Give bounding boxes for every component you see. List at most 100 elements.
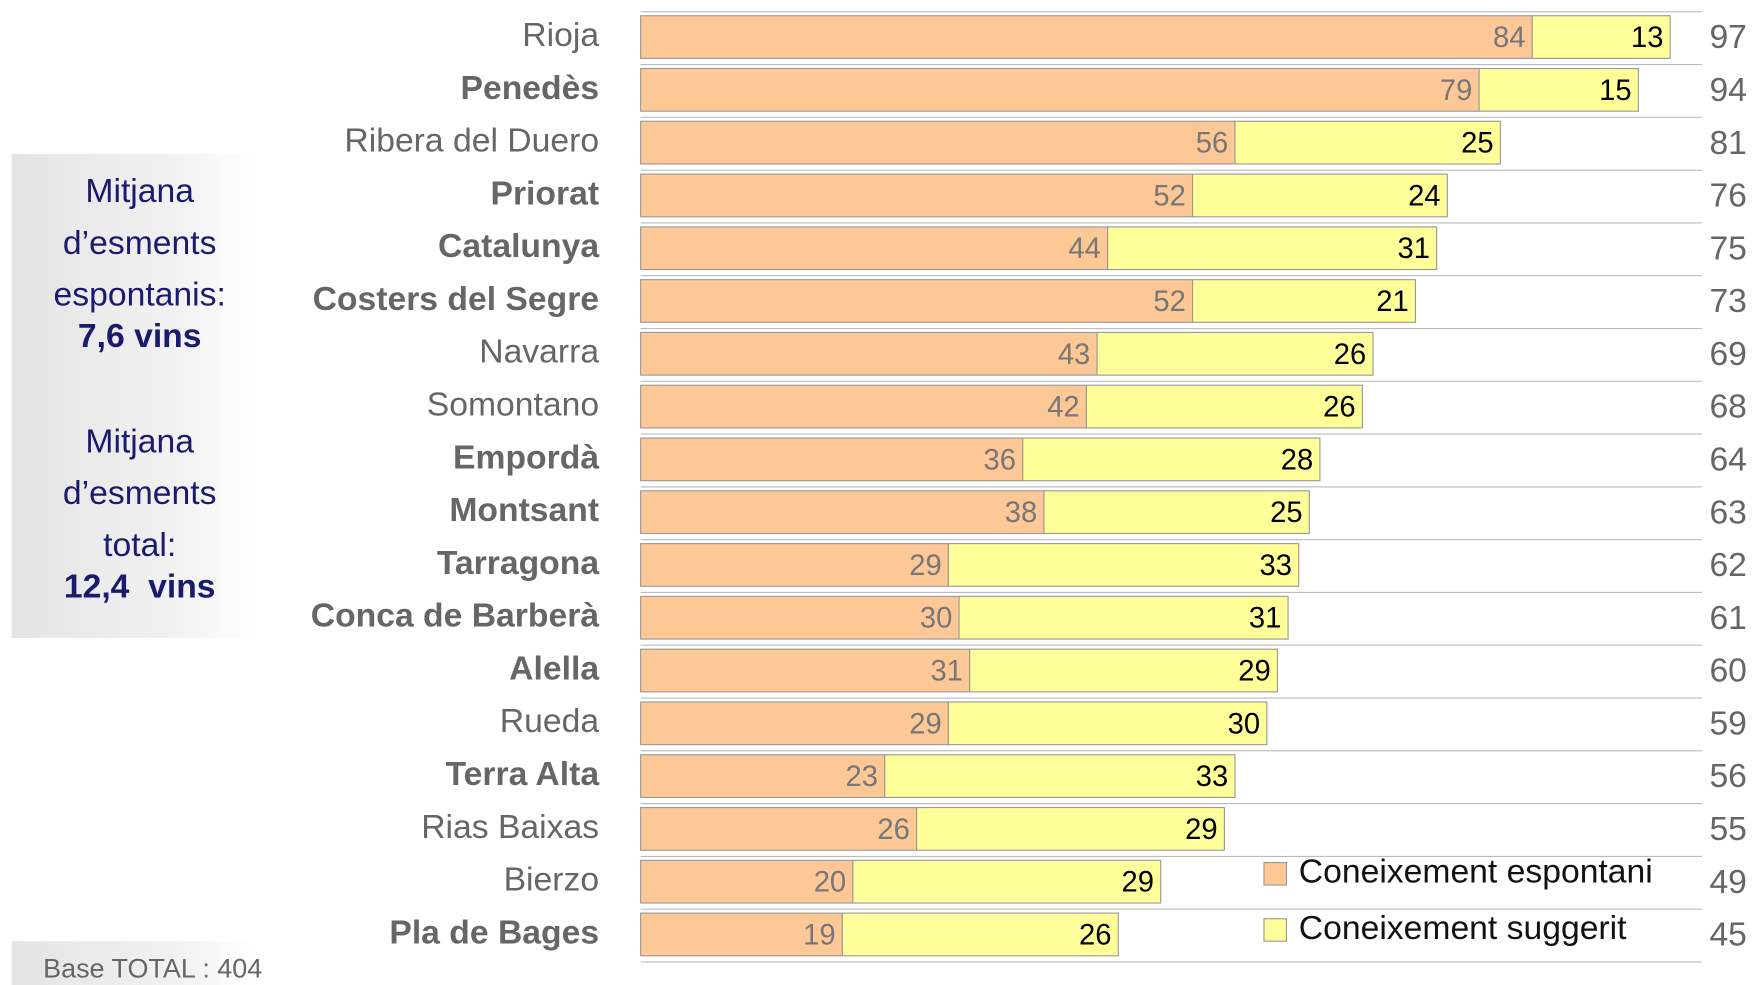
data-label: 79 bbox=[1440, 75, 1472, 107]
data-label: 33 bbox=[1259, 550, 1291, 582]
data-label: 52 bbox=[1153, 180, 1185, 212]
bar-segment bbox=[640, 173, 1194, 218]
side-note-line: total: bbox=[103, 527, 176, 564]
data-label: 30 bbox=[1228, 708, 1260, 740]
bar-segment bbox=[1096, 331, 1374, 376]
data-label: 36 bbox=[984, 444, 1016, 476]
bar-segment bbox=[640, 543, 949, 587]
total-label: 69 bbox=[1709, 336, 1746, 373]
bar-segment bbox=[1478, 67, 1639, 112]
bar-segment bbox=[640, 331, 1098, 376]
bar-segment bbox=[1531, 15, 1671, 59]
category-label: Pla de Bages bbox=[389, 914, 599, 951]
legend-label: Coneixement espontani bbox=[1299, 854, 1653, 891]
category-label: Rueda bbox=[500, 703, 600, 740]
side-note-line: d’esments bbox=[63, 225, 217, 262]
legend-label: Coneixement suggerit bbox=[1299, 910, 1627, 947]
category-label: Ribera del Duero bbox=[344, 123, 599, 160]
bar-segment bbox=[640, 120, 1236, 165]
bar-segment bbox=[1107, 226, 1438, 271]
data-label: 56 bbox=[1196, 128, 1228, 160]
data-label: 25 bbox=[1270, 497, 1302, 529]
data-label: 29 bbox=[1185, 814, 1217, 846]
total-label: 76 bbox=[1709, 178, 1746, 215]
side-note-value: 12,4 vins bbox=[64, 568, 216, 605]
bar-segment bbox=[640, 384, 1087, 429]
bar-segment bbox=[640, 15, 1533, 59]
category-label: Alella bbox=[509, 650, 599, 687]
bar-segment bbox=[1234, 120, 1501, 165]
bar-segment bbox=[640, 226, 1109, 271]
total-label: 60 bbox=[1709, 653, 1746, 690]
data-label: 31 bbox=[1249, 603, 1281, 635]
bar-segment bbox=[852, 859, 1162, 904]
total-label: 61 bbox=[1709, 600, 1746, 637]
category-label: Costers del Segre bbox=[313, 281, 599, 318]
data-label: 29 bbox=[1238, 655, 1270, 687]
total-label: 64 bbox=[1709, 442, 1746, 479]
footnote-box bbox=[11, 941, 254, 985]
total-label: 94 bbox=[1709, 72, 1746, 109]
data-label: 26 bbox=[877, 814, 909, 846]
data-label: 26 bbox=[1323, 392, 1355, 424]
bar-segment bbox=[1191, 279, 1417, 323]
total-label: 45 bbox=[1709, 917, 1746, 954]
total-label: 75 bbox=[1709, 230, 1746, 267]
category-label: Conca de Barberà bbox=[311, 598, 600, 635]
data-label: 38 bbox=[1005, 497, 1037, 529]
bar-segment bbox=[1043, 490, 1310, 535]
bar-segment bbox=[958, 595, 1289, 640]
total-label: 73 bbox=[1709, 283, 1746, 320]
bar-segment bbox=[1022, 437, 1321, 482]
data-label: 44 bbox=[1068, 233, 1100, 265]
footnote: Base TOTAL : 404 bbox=[43, 954, 262, 984]
side-panel bbox=[11, 153, 254, 638]
bar-segment bbox=[640, 701, 949, 746]
data-label: 21 bbox=[1376, 286, 1408, 318]
bar-segment bbox=[1191, 173, 1448, 218]
total-label: 97 bbox=[1709, 19, 1746, 56]
bar-segment bbox=[884, 754, 1236, 798]
bar-segment bbox=[841, 912, 1119, 957]
bar-segment bbox=[640, 806, 918, 851]
category-label: Catalunya bbox=[438, 228, 599, 265]
data-label: 31 bbox=[930, 655, 962, 687]
total-label: 81 bbox=[1709, 125, 1746, 162]
data-label: 26 bbox=[1334, 339, 1366, 371]
data-label: 25 bbox=[1461, 128, 1493, 160]
data-label: 43 bbox=[1058, 339, 1090, 371]
data-label: 84 bbox=[1493, 22, 1525, 54]
data-label: 26 bbox=[1079, 919, 1111, 951]
bar-segment bbox=[640, 648, 971, 693]
data-label: 28 bbox=[1281, 444, 1313, 476]
category-label: Montsant bbox=[449, 492, 599, 529]
data-label: 20 bbox=[814, 867, 846, 899]
category-label: Terra Alta bbox=[446, 756, 600, 793]
data-label: 30 bbox=[920, 603, 952, 635]
side-note-line: Mitjana bbox=[85, 173, 194, 210]
legend-swatch bbox=[1263, 862, 1288, 886]
side-note-line: d’esments bbox=[63, 475, 217, 512]
data-label: 31 bbox=[1397, 233, 1429, 265]
data-label: 24 bbox=[1408, 180, 1440, 212]
side-note-line: Mitjana bbox=[85, 424, 194, 461]
data-label: 29 bbox=[909, 550, 941, 582]
bar-segment bbox=[947, 543, 1300, 587]
data-label: 42 bbox=[1047, 392, 1079, 424]
bar-segment bbox=[640, 490, 1045, 535]
total-label: 55 bbox=[1709, 811, 1746, 848]
category-label: Bierzo bbox=[504, 862, 600, 899]
data-label: 29 bbox=[1122, 867, 1154, 899]
category-label: Somontano bbox=[427, 386, 599, 423]
total-label: 59 bbox=[1709, 705, 1746, 742]
data-label: 13 bbox=[1631, 22, 1663, 54]
total-label: 62 bbox=[1709, 547, 1746, 584]
total-label: 68 bbox=[1709, 389, 1746, 426]
category-label: Tarragona bbox=[437, 545, 600, 582]
side-note-value: 7,6 vins bbox=[78, 318, 202, 355]
data-label: 52 bbox=[1153, 286, 1185, 318]
bar-segment bbox=[640, 912, 843, 957]
category-label: Rias Baixas bbox=[421, 809, 599, 846]
bar-segment bbox=[1085, 384, 1363, 429]
